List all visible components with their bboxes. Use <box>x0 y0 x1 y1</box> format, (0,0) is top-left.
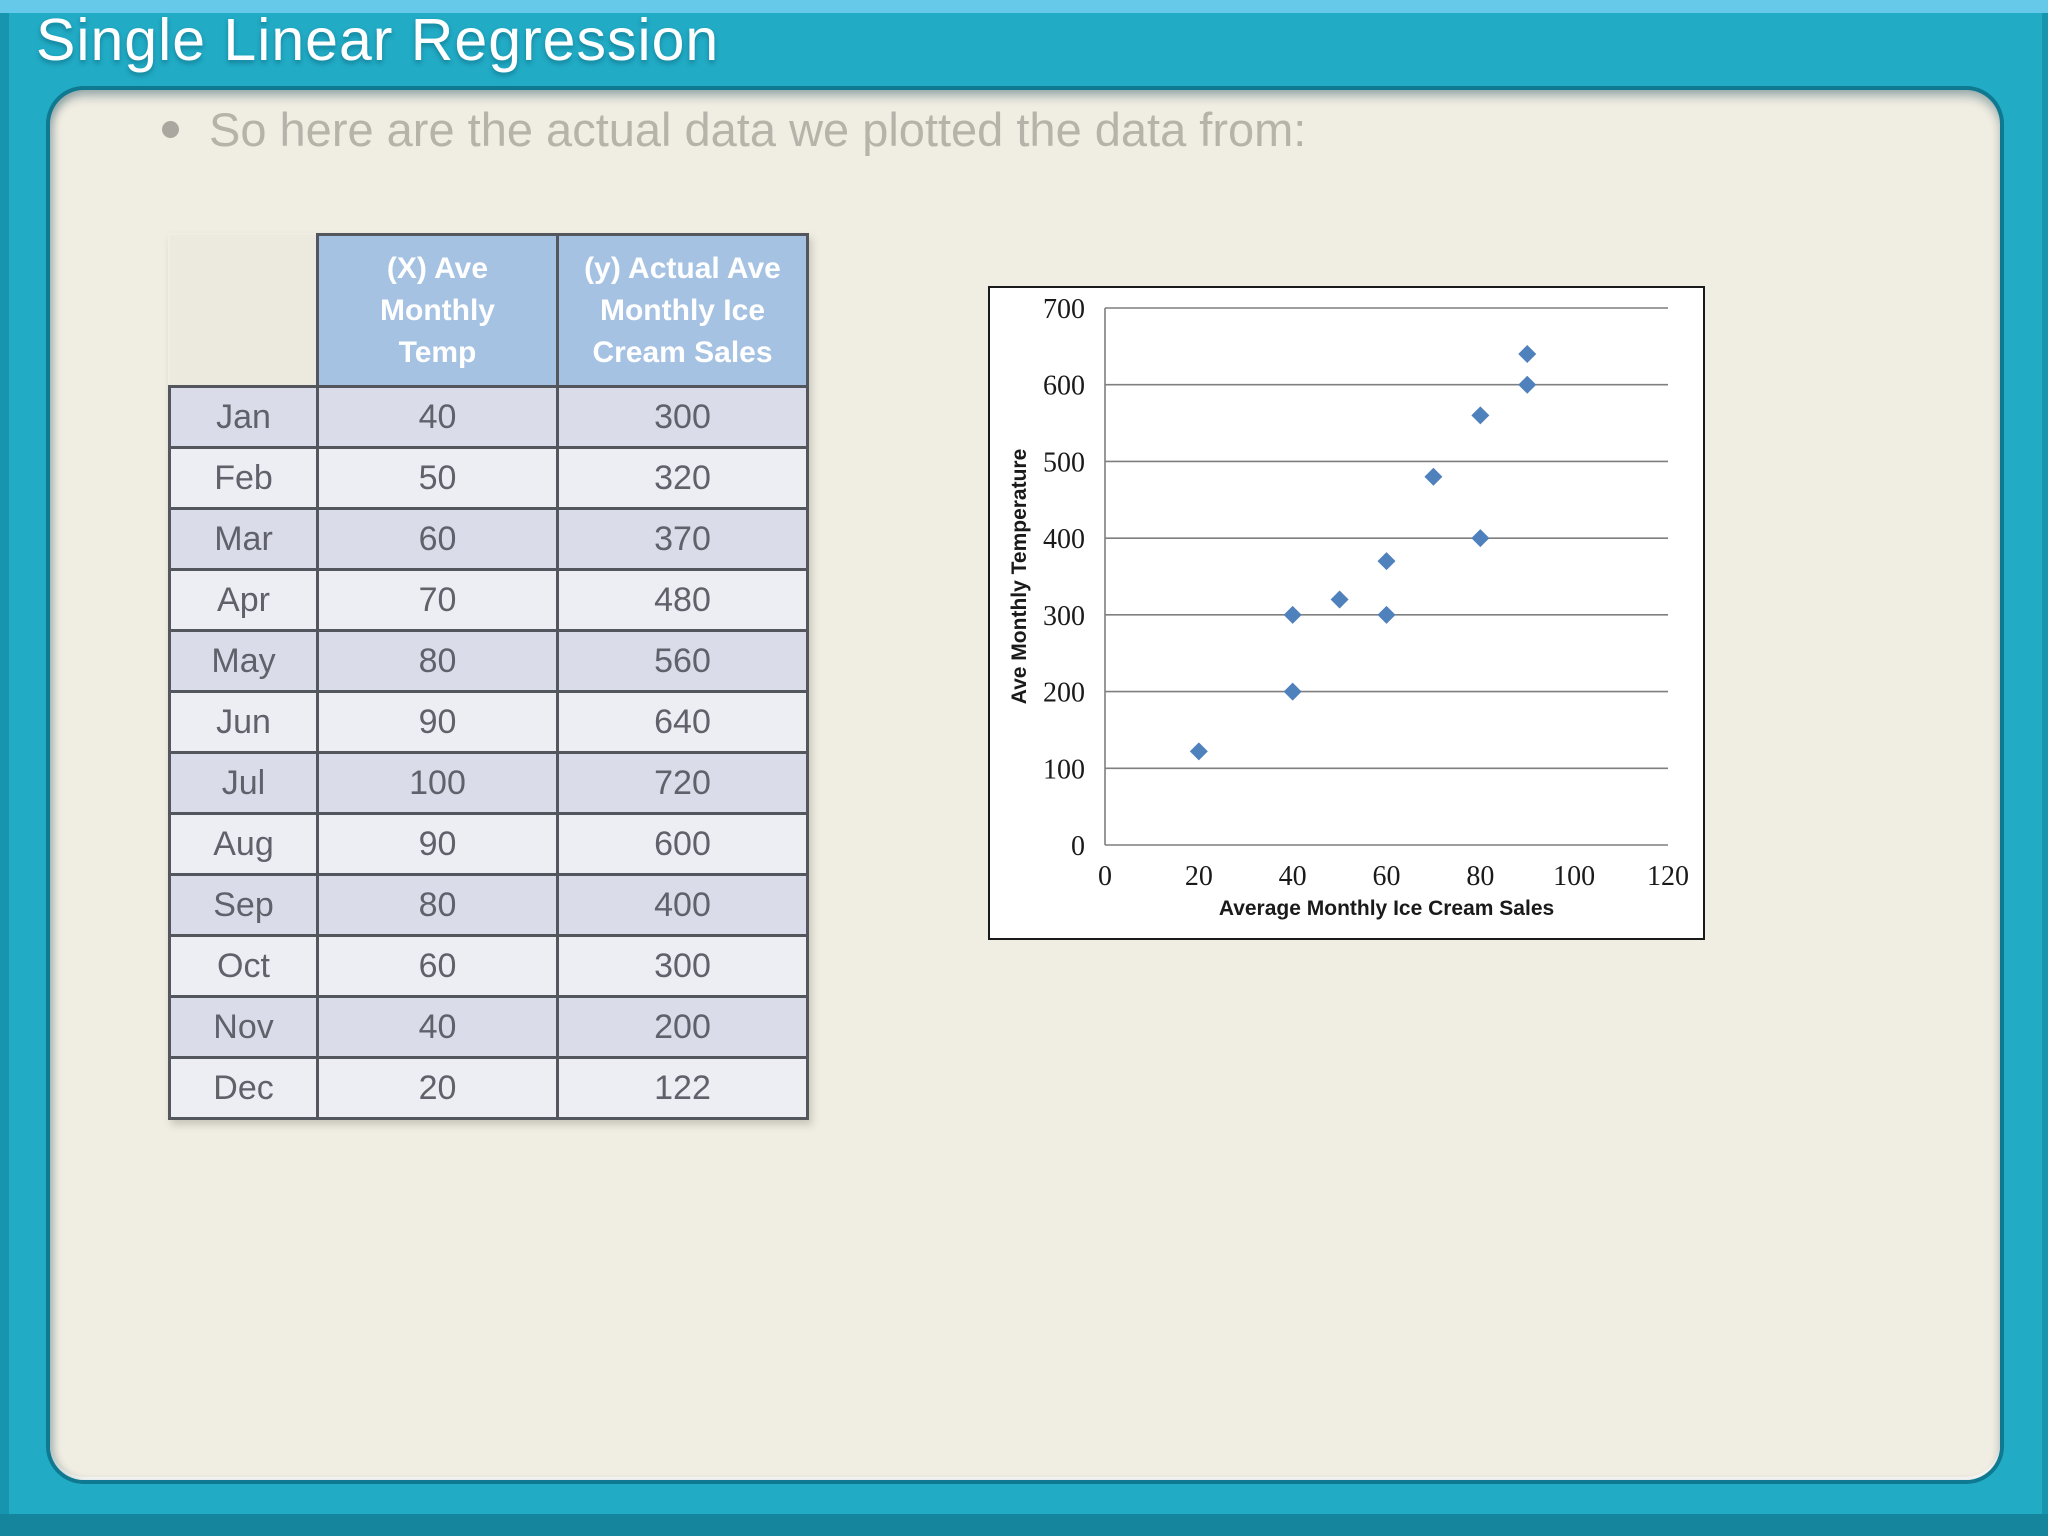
data-point-marker <box>1518 375 1537 394</box>
data-point-marker <box>1283 605 1302 624</box>
temp-value-cell: 40 <box>316 995 559 1059</box>
sales-value-cell: 560 <box>556 629 809 693</box>
table-row: Feb 50 320 <box>168 446 809 510</box>
sales-value-cell: 300 <box>556 385 809 449</box>
y-tick-label: 700 <box>1043 294 1085 325</box>
data-point-marker <box>1471 529 1490 548</box>
right-edge <box>2042 13 2048 1536</box>
sales-value-cell: 200 <box>556 995 809 1059</box>
table-row: Jan 40 300 <box>168 385 809 449</box>
x-tick-label: 0 <box>1098 861 1112 892</box>
x-tick-label: 100 <box>1553 861 1595 892</box>
bottom-strip <box>0 1514 2048 1536</box>
table-column-header: (y) Actual Ave Monthly Ice Cream Sales <box>556 233 809 388</box>
temp-value-cell: 60 <box>316 507 559 571</box>
data-point-marker <box>1189 742 1208 761</box>
bullet-icon <box>162 121 179 138</box>
y-tick-label: 0 <box>1071 831 1085 862</box>
temp-value-cell: 90 <box>316 690 559 754</box>
table-row: Nov 40 200 <box>168 995 809 1059</box>
data-point-marker <box>1377 552 1396 571</box>
temp-value-cell: 100 <box>316 751 559 815</box>
sales-value-cell: 370 <box>556 507 809 571</box>
temp-value-cell: 50 <box>316 446 559 510</box>
temp-value-cell: 70 <box>316 568 559 632</box>
month-cell: May <box>168 629 319 693</box>
temp-value-cell: 80 <box>316 629 559 693</box>
content-panel: So here are the actual data we plotted t… <box>50 90 2000 1480</box>
month-cell: Feb <box>168 446 319 510</box>
y-axis-title: Ave Monthly Temperature <box>1008 449 1031 705</box>
month-cell: Sep <box>168 873 319 937</box>
month-cell: Mar <box>168 507 319 571</box>
bullet-line: So here are the actual data we plotted t… <box>162 102 1306 157</box>
data-table: (X) Ave Monthly Temp (y) Actual Ave Month… <box>168 233 809 1120</box>
y-tick-label: 100 <box>1043 754 1085 785</box>
sales-value-cell: 480 <box>556 568 809 632</box>
table-row: Jul 100 720 <box>168 751 809 815</box>
month-cell: Oct <box>168 934 319 998</box>
month-cell: Jul <box>168 751 319 815</box>
x-tick-label: 60 <box>1373 861 1401 892</box>
data-point-marker <box>1518 345 1537 364</box>
top-strip <box>0 0 2048 13</box>
data-point-marker <box>1330 590 1349 609</box>
y-tick-label: 400 <box>1043 524 1085 555</box>
y-tick-label: 600 <box>1043 371 1085 402</box>
temp-value-cell: 90 <box>316 812 559 876</box>
bullet-text: So here are the actual data we plotted t… <box>209 103 1307 156</box>
data-point-marker <box>1471 406 1490 425</box>
left-edge <box>0 13 9 1536</box>
table-row: Aug 90 600 <box>168 812 809 876</box>
data-point-marker <box>1377 605 1396 624</box>
temp-value-cell: 20 <box>316 1056 559 1120</box>
temp-value-cell: 80 <box>316 873 559 937</box>
y-tick-label: 500 <box>1043 447 1085 478</box>
temp-value-cell: 40 <box>316 385 559 449</box>
table-corner-cell <box>169 234 318 387</box>
table-column-header: (X) Ave Monthly Temp <box>316 233 559 388</box>
table-row: Mar 60 370 <box>168 507 809 571</box>
x-tick-label: 80 <box>1466 861 1494 892</box>
temp-value-cell: 60 <box>316 934 559 998</box>
table-row: May 80 560 <box>168 629 809 693</box>
table-row: Dec 20 122 <box>168 1056 809 1120</box>
y-tick-label: 200 <box>1043 678 1085 709</box>
month-cell: Nov <box>168 995 319 1059</box>
data-point-marker <box>1283 682 1302 701</box>
month-cell: Jun <box>168 690 319 754</box>
data-table-body: (X) Ave Monthly Temp (y) Actual Ave Month… <box>168 233 809 1120</box>
data-point-marker <box>1424 467 1443 486</box>
scatter-plot-svg: 0 100 200 300 400 500 600 700 0 20 40 60 80 100 120 Ave… <box>1008 294 1689 920</box>
month-cell: Jan <box>168 385 319 449</box>
table-row: Oct 60 300 <box>168 934 809 998</box>
x-axis-title: Average Monthly Ice Cream Sales <box>1219 897 1554 920</box>
scatter-chart: 0 100 200 300 400 500 600 700 0 20 40 60 80 100 120 Ave… <box>988 286 1705 940</box>
table-header-row: (X) Ave Monthly Temp (y) Actual Ave Month… <box>169 233 809 388</box>
sales-value-cell: 300 <box>556 934 809 998</box>
sales-value-cell: 320 <box>556 446 809 510</box>
month-cell: Dec <box>168 1056 319 1120</box>
table-row: Apr 70 480 <box>168 568 809 632</box>
x-tick-label: 40 <box>1279 861 1307 892</box>
y-tick-label: 300 <box>1043 601 1085 632</box>
sales-value-cell: 600 <box>556 812 809 876</box>
table-row: Sep 80 400 <box>168 873 809 937</box>
x-tick-label: 120 <box>1647 861 1689 892</box>
month-cell: Aug <box>168 812 319 876</box>
sales-value-cell: 400 <box>556 873 809 937</box>
slide-title: Single Linear Regression <box>36 7 720 73</box>
x-tick-label: 20 <box>1185 861 1213 892</box>
sales-value-cell: 640 <box>556 690 809 754</box>
sales-value-cell: 122 <box>556 1056 809 1120</box>
month-cell: Apr <box>168 568 319 632</box>
sales-value-cell: 720 <box>556 751 809 815</box>
table-row: Jun 90 640 <box>168 690 809 754</box>
